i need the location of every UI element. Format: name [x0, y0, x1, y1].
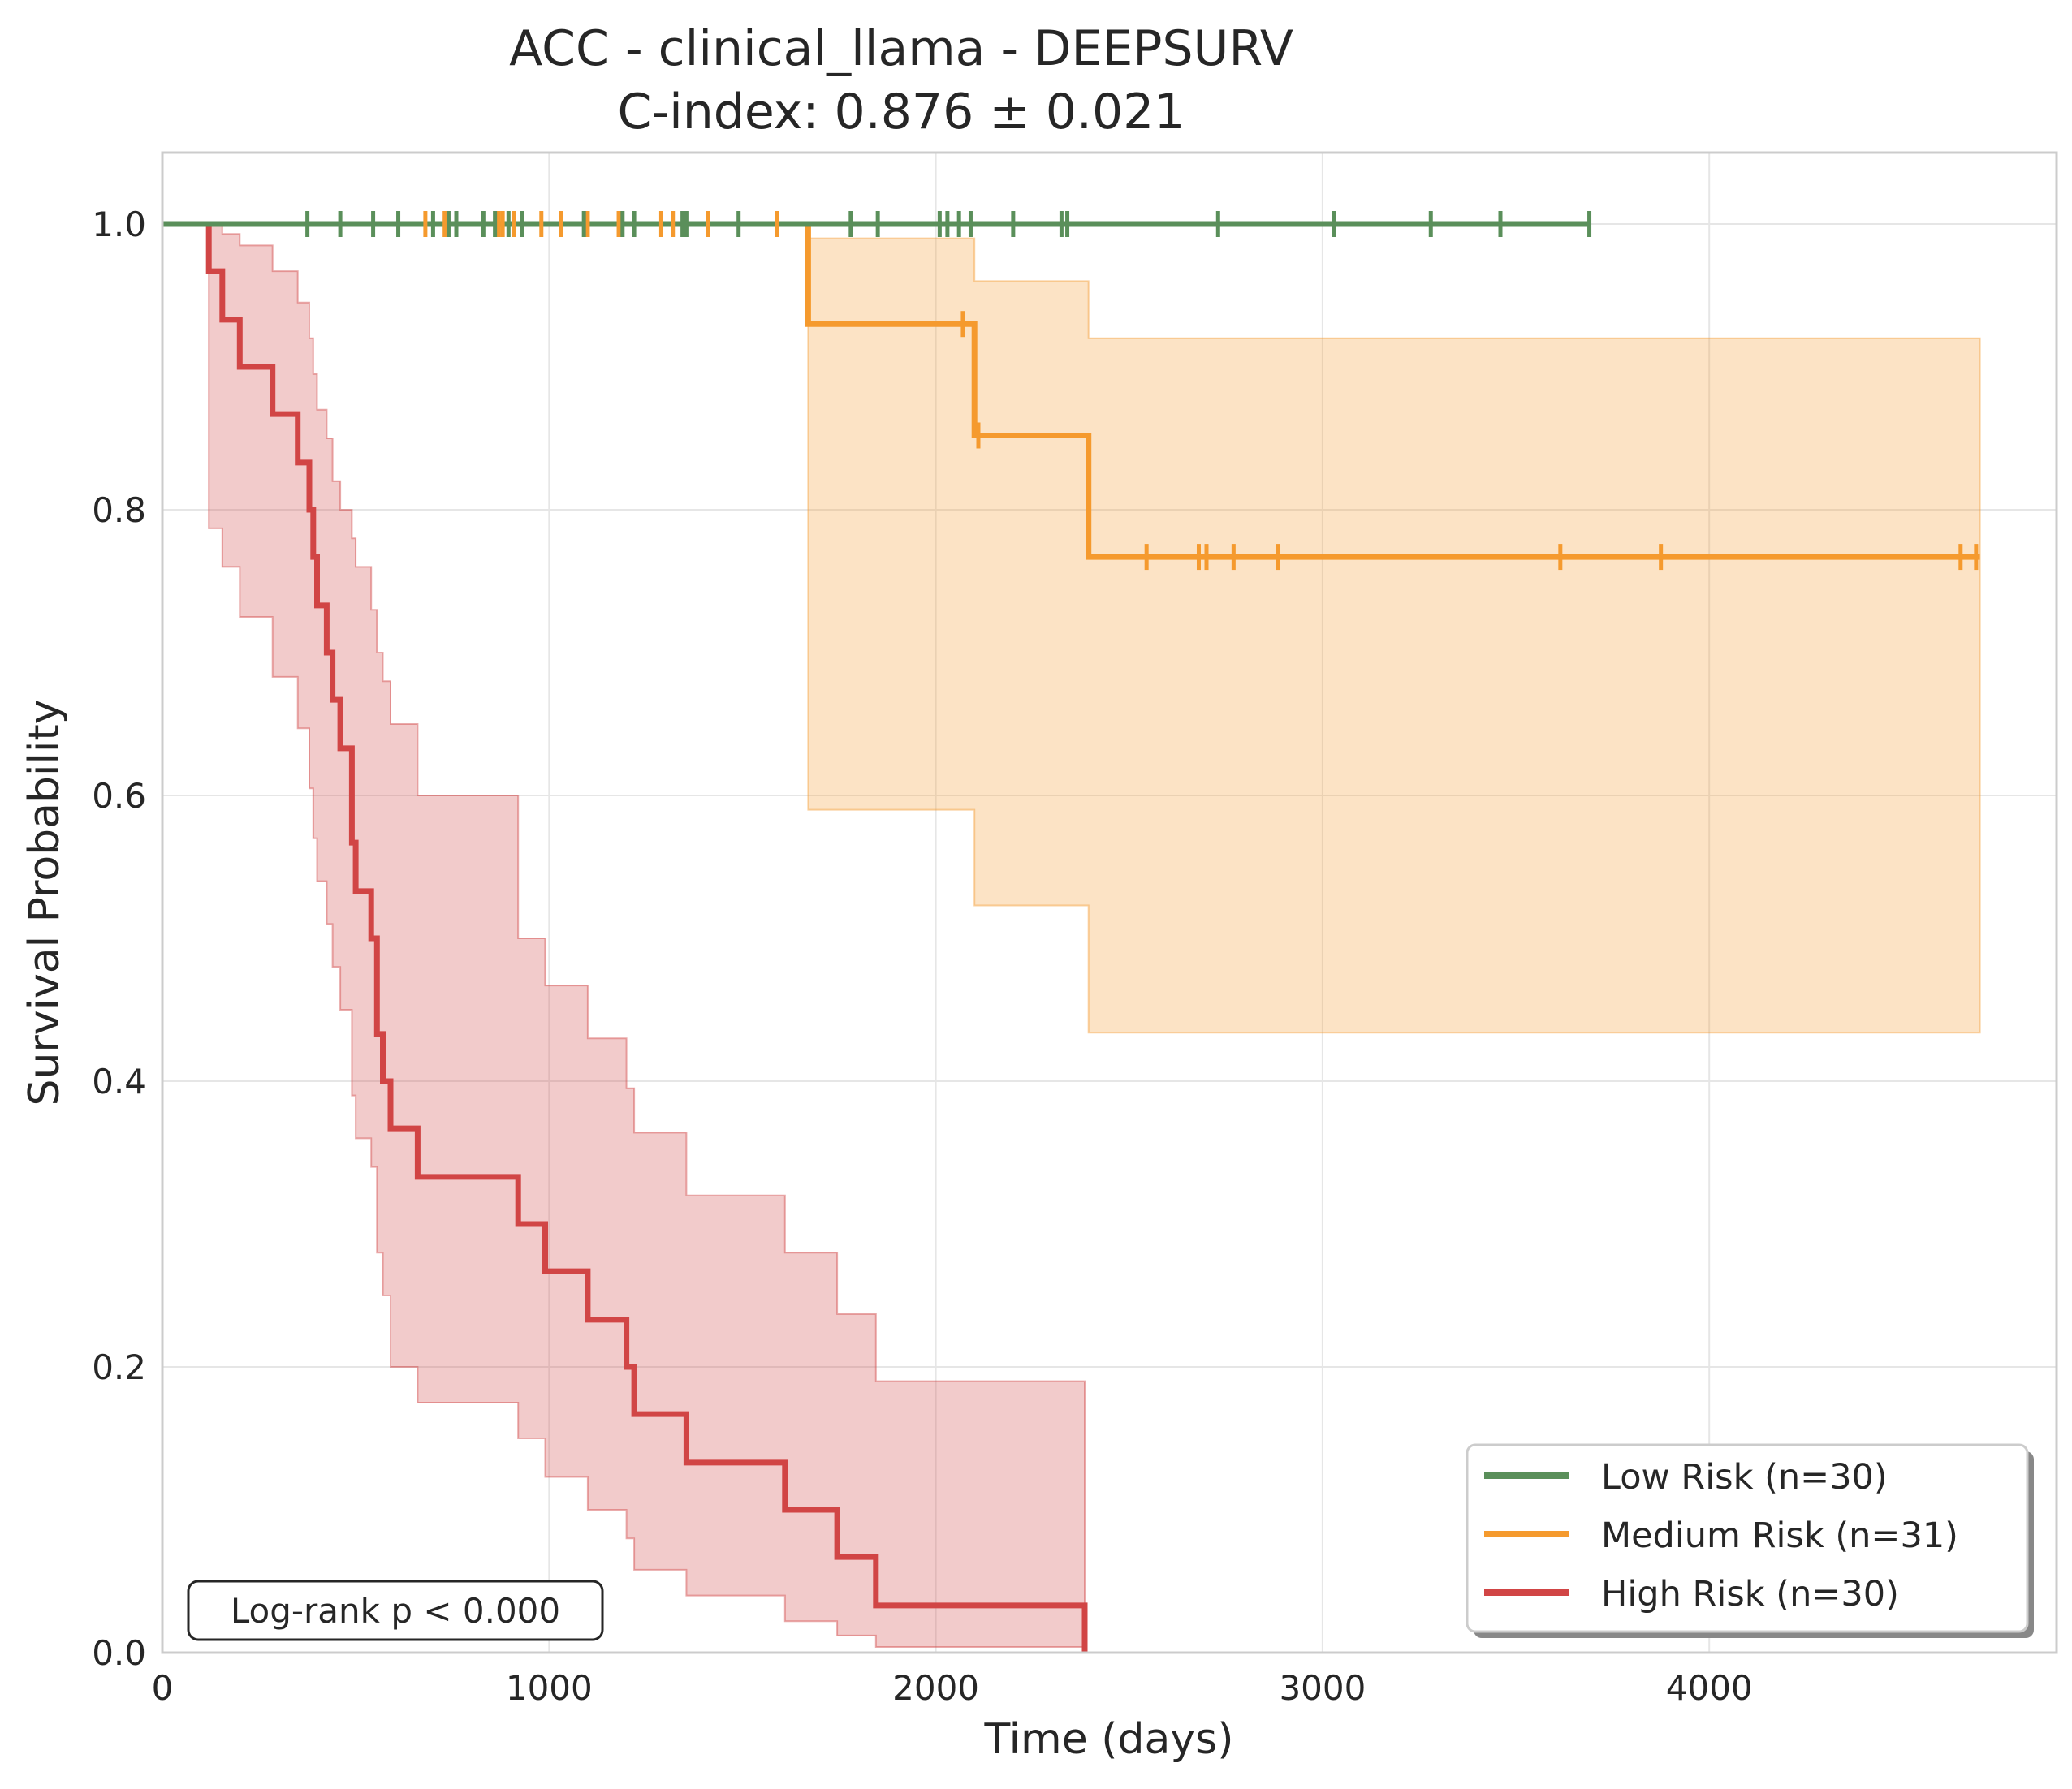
ci-band — [807, 237, 1981, 1034]
chart-title: ACC - clinical_llama - DEEPSURV — [509, 20, 1293, 77]
x-axis-label: Time (days) — [983, 1715, 1233, 1764]
x-tick-label: 3000 — [1279, 1668, 1366, 1708]
censor-marks — [305, 211, 1979, 571]
legend-label: High Risk (n=30) — [1601, 1574, 1899, 1614]
annotation-text: Log-rank p < 0.000 — [231, 1591, 560, 1631]
annotation-box — [187, 1580, 604, 1641]
legend-box — [1466, 1443, 2029, 1633]
plot-frame — [161, 151, 2058, 1654]
legend-label: Low Risk (n=30) — [1601, 1457, 1888, 1498]
axis-ticks: 0 1000 2000 3000 4000 0.0 0.2 0.4 0.6 0.8 1.0 — [92, 205, 1752, 1708]
legend: Low Risk (n=30) Medium Risk (n=31) High Ri… — [1466, 1443, 2034, 1638]
y-tick-label: 0.6 — [92, 776, 146, 816]
y-axis-label: Survival Probability — [20, 699, 69, 1106]
x-tick-label: 1000 — [506, 1668, 593, 1708]
y-tick-label: 1.0 — [92, 205, 146, 244]
y-tick-label: 0.0 — [92, 1633, 146, 1673]
x-tick-label: 2000 — [892, 1668, 979, 1708]
y-tick-label: 0.2 — [92, 1347, 146, 1387]
ci-band — [208, 223, 1086, 1653]
chart-subtitle: C-index: 0.876 ± 0.021 — [618, 84, 1185, 140]
x-tick-label: 4000 — [1666, 1668, 1753, 1708]
x-tick-label: 0 — [152, 1668, 174, 1708]
confidence-bands — [208, 223, 1981, 1653]
survival-curve — [162, 221, 1088, 1653]
survival-curve — [162, 221, 1980, 560]
y-tick-label: 0.4 — [92, 1062, 146, 1101]
logrank-annotation: Log-rank p < 0.000 — [187, 1580, 604, 1641]
legend-label: Medium Risk (n=31) — [1601, 1515, 1958, 1556]
y-tick-label: 0.8 — [92, 490, 146, 530]
